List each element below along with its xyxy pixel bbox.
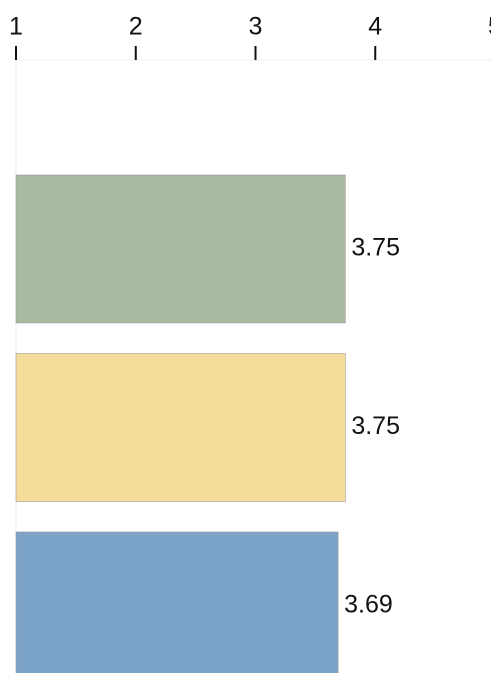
- data-label: 3.75: [351, 234, 400, 262]
- x-tick-label: 4: [368, 13, 382, 41]
- bar: [15, 353, 346, 502]
- x-tick-label: 1: [9, 13, 23, 41]
- x-tick-label: 3: [249, 13, 263, 41]
- bar: [15, 531, 339, 673]
- data-label: 3.69: [344, 591, 393, 619]
- bar: [15, 174, 346, 324]
- x-tick-label: 5: [488, 13, 491, 41]
- x-tick-label: 2: [129, 13, 143, 41]
- data-label: 3.75: [351, 412, 400, 440]
